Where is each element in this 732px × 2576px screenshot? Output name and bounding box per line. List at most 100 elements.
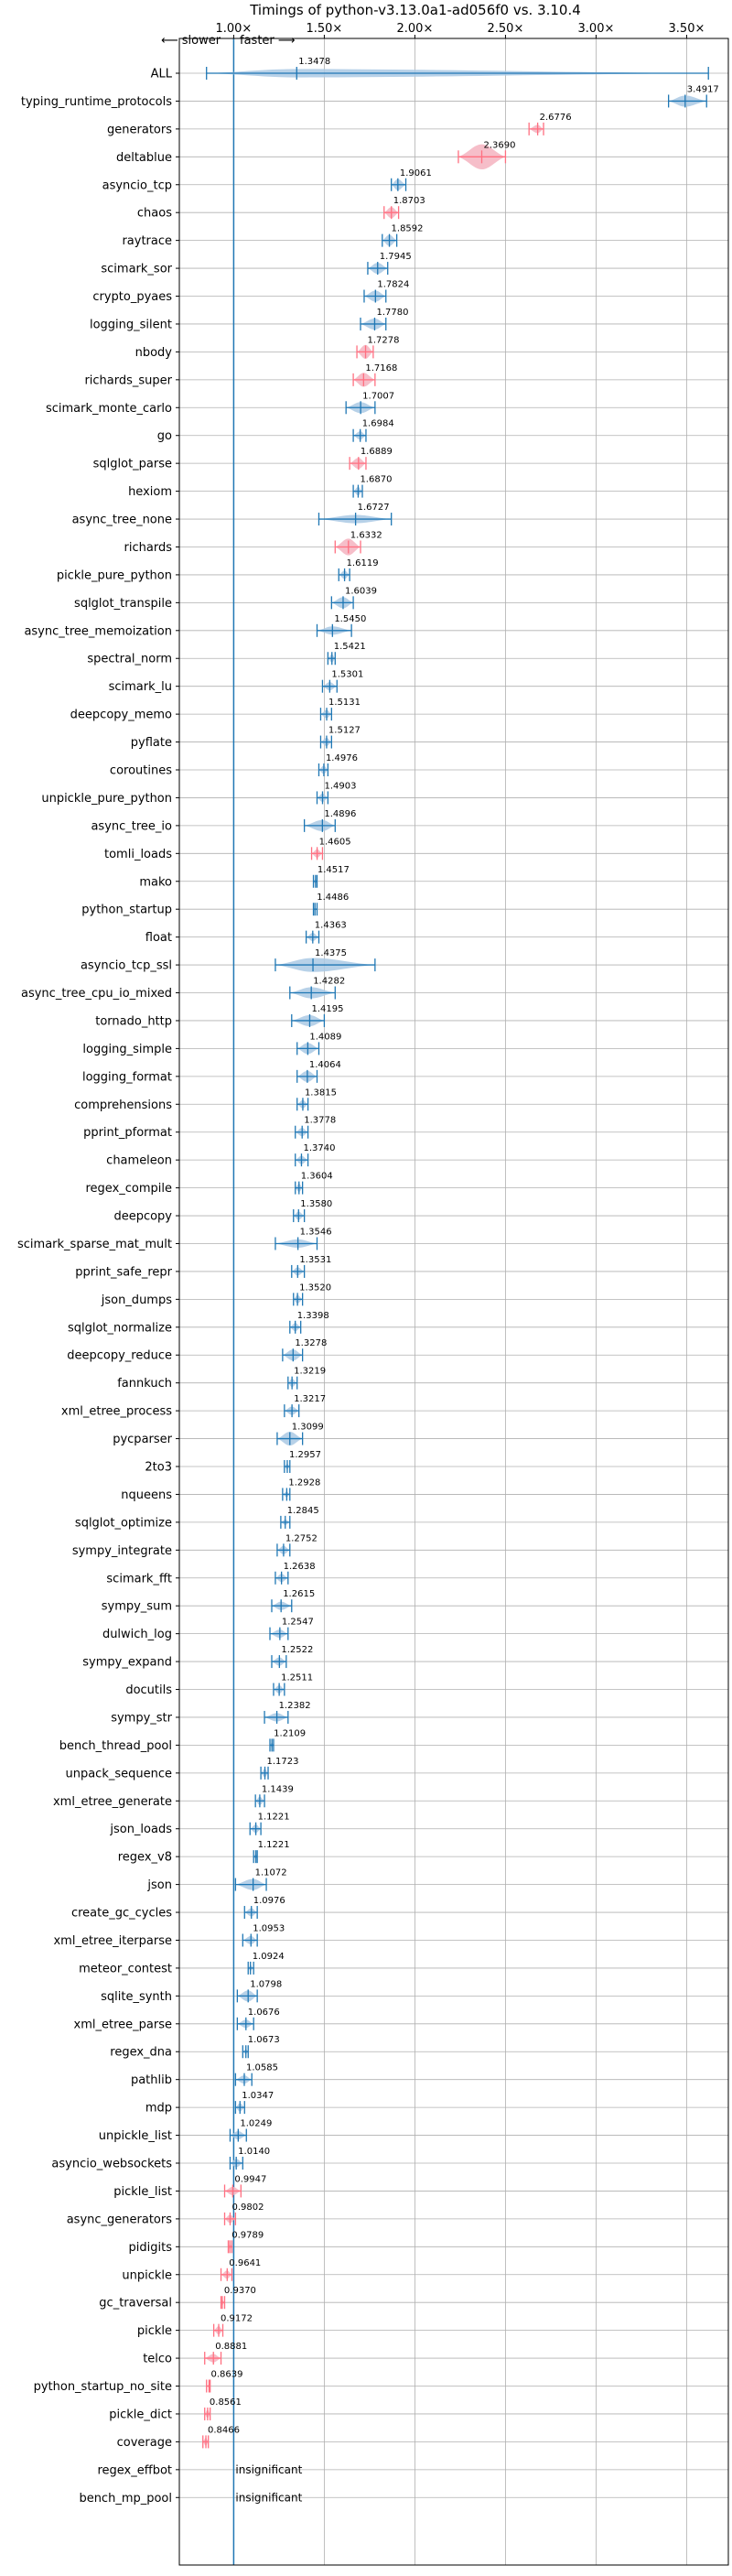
value-label: 1.2547 xyxy=(282,1618,314,1628)
benchmark-label: bench_thread_pool xyxy=(59,1739,172,1753)
benchmark-label: asyncio_tcp_ssl xyxy=(81,959,172,973)
benchmark-label: tomli_loads xyxy=(104,848,172,861)
value-label: 1.2957 xyxy=(289,1450,321,1460)
value-label: 1.2752 xyxy=(285,1533,318,1543)
benchmark-label: sympy_str xyxy=(111,1711,172,1725)
benchmark-label: unpickle_pure_python xyxy=(41,792,172,806)
value-label: 1.6727 xyxy=(358,503,390,513)
value-label: 1.1072 xyxy=(255,1868,287,1878)
benchmark-label: pathlib xyxy=(131,2073,172,2087)
benchmark-label: logging_silent xyxy=(90,318,172,331)
value-label: 1.4375 xyxy=(315,948,347,958)
grid-layer xyxy=(179,38,728,2565)
value-label: 1.3478 xyxy=(298,57,330,67)
value-label: 3.4917 xyxy=(687,84,719,94)
value-label: 1.7780 xyxy=(376,308,408,318)
benchmark-label: logging_simple xyxy=(82,1043,172,1056)
value-label: 1.3546 xyxy=(300,1227,332,1237)
benchmark-label: sympy_sum xyxy=(102,1600,172,1614)
y-axis-labels: ALL typing_runtime_protocols generators del… xyxy=(17,68,173,2506)
value-label: 1.4064 xyxy=(309,1060,341,1070)
value-label: 0.9641 xyxy=(229,2258,261,2268)
value-label: 1.1221 xyxy=(258,1813,290,1823)
value-label: 1.7168 xyxy=(365,363,397,373)
value-label: 1.3580 xyxy=(300,1199,332,1209)
benchmark-label: raytrace xyxy=(122,234,172,248)
value-label: 1.5131 xyxy=(328,698,361,708)
value-label: 1.7278 xyxy=(368,335,400,345)
benchmark-label: unpickle_list xyxy=(99,2129,172,2143)
benchmark-label: regex_v8 xyxy=(118,1851,172,1865)
value-label: 1.3217 xyxy=(294,1394,326,1404)
benchmark-label: create_gc_cycles xyxy=(71,1907,172,1921)
benchmark-label: deltablue xyxy=(116,151,172,165)
value-label: 1.7824 xyxy=(377,280,409,290)
x-tick-label: 1.00× xyxy=(215,22,252,36)
benchmark-label: async_tree_io xyxy=(91,819,172,833)
value-label: 1.1723 xyxy=(267,1757,299,1767)
benchmark-label: scimark_sor xyxy=(101,263,172,276)
benchmark-label: go xyxy=(157,429,172,443)
benchmark-label: float xyxy=(145,931,172,945)
value-label: 1.3520 xyxy=(299,1283,331,1293)
value-label: 1.5450 xyxy=(334,614,366,624)
benchmark-label: telco xyxy=(143,2353,172,2366)
value-label: 1.3815 xyxy=(305,1088,337,1098)
value-label: 1.3531 xyxy=(299,1255,331,1265)
value-label: 1.3219 xyxy=(294,1367,326,1377)
value-label: 1.6332 xyxy=(350,530,382,540)
benchmark-label: scimark_fft xyxy=(106,1572,172,1586)
value-label: 1.9061 xyxy=(400,168,432,179)
value-label: 1.1439 xyxy=(262,1784,294,1794)
benchmark-label: sqlglot_transpile xyxy=(74,597,172,611)
benchmark-label: regex_effbot xyxy=(97,2463,172,2477)
x-axis-ticks: 1.00× 1.50× 2.00× 2.50× 3.00× 3.50× xyxy=(176,22,705,2498)
benchmark-label: python_startup xyxy=(81,904,172,917)
value-label: 1.6119 xyxy=(347,558,379,568)
value-label: 0.8639 xyxy=(210,2370,242,2380)
benchmark-label: python_startup_no_site xyxy=(34,2380,172,2394)
value-label: 1.0676 xyxy=(248,2008,280,2018)
benchmark-label: json_loads xyxy=(109,1823,172,1836)
benchmark-label: mako xyxy=(139,875,172,889)
benchmark-label: pyflate xyxy=(131,736,172,750)
value-label: 0.9947 xyxy=(234,2174,266,2184)
benchmark-label: chaos xyxy=(137,207,172,221)
benchmark-label: async_tree_none xyxy=(72,514,172,527)
value-label: 0.8561 xyxy=(210,2397,242,2408)
value-label: 2.3690 xyxy=(483,140,515,150)
benchmark-label: pickle_pure_python xyxy=(57,568,172,582)
value-label: 1.2511 xyxy=(281,1673,313,1683)
benchmark-label: coverage xyxy=(117,2436,172,2450)
benchmark-label: unpack_sequence xyxy=(65,1767,172,1780)
value-label: 1.3398 xyxy=(297,1311,329,1321)
value-label: 1.0673 xyxy=(248,2035,280,2045)
benchmark-label: ALL xyxy=(151,68,173,81)
plot-frame xyxy=(178,38,729,2566)
benchmark-label: dulwich_log xyxy=(102,1628,172,1641)
benchmark-label: hexiom xyxy=(128,485,172,499)
value-label: 1.2522 xyxy=(281,1645,313,1655)
value-label: 1.0140 xyxy=(238,2147,270,2157)
value-label: 1.4363 xyxy=(315,921,347,931)
value-label: 1.4976 xyxy=(326,753,358,763)
benchmark-label: comprehensions xyxy=(74,1099,172,1112)
benchmark-label: crypto_pyaes xyxy=(92,290,172,304)
benchmark-label: unpickle xyxy=(122,2268,172,2282)
value-label: 1.4517 xyxy=(318,865,350,875)
value-label: 0.8881 xyxy=(215,2342,247,2352)
benchmark-label: pickle_list xyxy=(113,2185,172,2199)
benchmark-label: spectral_norm xyxy=(87,653,172,666)
benchmark-label: xml_etree_process xyxy=(61,1405,172,1419)
value-label: 1.3778 xyxy=(304,1116,336,1126)
value-label: 1.0953 xyxy=(253,1923,285,1933)
benchmark-label: nbody xyxy=(135,346,173,360)
x-tick-label: 3.50× xyxy=(669,22,705,36)
benchmark-label: generators xyxy=(107,123,172,136)
value-label: 1.4605 xyxy=(319,837,351,847)
value-label: 1.6889 xyxy=(361,447,393,457)
value-label: 1.5301 xyxy=(331,670,363,680)
value-label: 1.2615 xyxy=(283,1589,315,1599)
